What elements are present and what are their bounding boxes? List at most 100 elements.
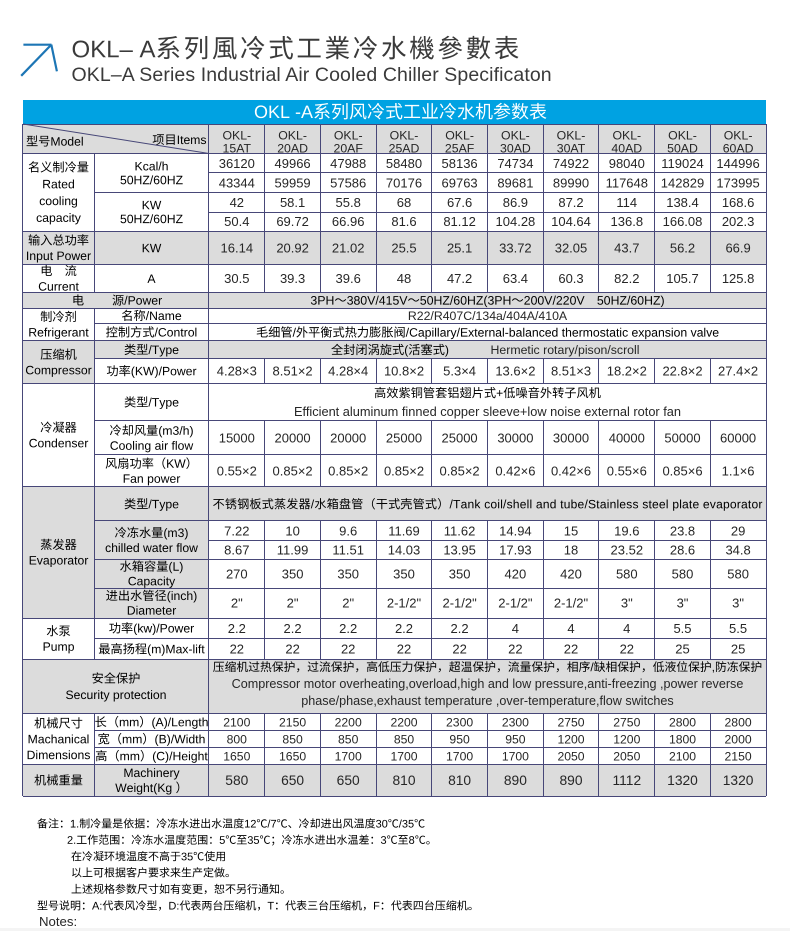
svg-text:10.8×2: 10.8×2 [384,364,424,379]
svg-text:98040: 98040 [609,156,645,171]
svg-text:18.2×2: 18.2×2 [607,364,647,379]
svg-text:19.6: 19.6 [614,523,639,538]
svg-text:1112: 1112 [612,773,641,788]
svg-text:30.5: 30.5 [224,271,249,286]
svg-text:117648: 117648 [606,175,648,190]
svg-text:OKL-: OKL- [445,128,474,142]
svg-text:89990: 89990 [553,175,589,190]
svg-text:580: 580 [616,566,638,581]
svg-text:10: 10 [285,523,299,538]
svg-text:36120: 36120 [219,156,255,171]
svg-text:2-1/2": 2-1/2" [554,596,589,611]
svg-text:14.94: 14.94 [499,523,532,538]
svg-text:11.99: 11.99 [277,543,309,558]
svg-text:2.2: 2.2 [228,621,246,636]
svg-text:50AD: 50AD [667,141,698,155]
svg-text:20000: 20000 [330,431,366,446]
svg-text:173995: 173995 [716,175,759,190]
svg-text:2100: 2100 [669,749,696,763]
svg-text:57586: 57586 [330,175,366,190]
svg-text:20AD: 20AD [277,141,308,155]
svg-text:86.9: 86.9 [503,195,528,210]
svg-text:33.72: 33.72 [499,241,532,256]
svg-text:40000: 40000 [609,431,645,446]
svg-text:8.67: 8.67 [224,543,249,558]
svg-text:350: 350 [393,566,415,581]
svg-text:2.2: 2.2 [339,621,357,636]
svg-text:74734: 74734 [497,156,533,171]
svg-text:8.51×2: 8.51×2 [273,364,313,379]
svg-text:22: 22 [564,642,578,657]
svg-text:22: 22 [285,642,299,657]
svg-text:34.8: 34.8 [725,543,750,558]
svg-text:2-1/2": 2-1/2" [498,596,533,611]
svg-text:58136: 58136 [442,156,478,171]
svg-text:800: 800 [227,732,248,746]
svg-text:580: 580 [672,566,694,581]
svg-text:1650: 1650 [223,749,250,763]
svg-text:420: 420 [505,566,527,581]
svg-text:30000: 30000 [497,431,533,446]
svg-text:Efficient aluminum finned copp: Efficient aluminum finned copper sleeve+… [294,404,681,419]
svg-text:1320: 1320 [667,773,698,788]
svg-text:39.3: 39.3 [280,271,305,286]
svg-text:23.8: 23.8 [670,523,695,538]
svg-text:7.22: 7.22 [224,523,249,538]
svg-text:3": 3" [621,596,633,611]
svg-text:2-1/2": 2-1/2" [387,596,422,611]
svg-text:0.85×2: 0.85×2 [384,464,424,479]
svg-text:0.85×2: 0.85×2 [440,464,480,479]
svg-text:58.1: 58.1 [280,195,305,210]
svg-text:16.14: 16.14 [221,241,254,256]
svg-text:68: 68 [397,195,411,210]
svg-text:2150: 2150 [725,749,752,763]
svg-text:13.6×2: 13.6×2 [495,364,535,379]
svg-text:850: 850 [282,732,303,746]
svg-text:59959: 59959 [275,175,311,190]
svg-text:11.69: 11.69 [388,523,420,538]
svg-text:15000: 15000 [219,431,255,446]
svg-text:67.6: 67.6 [447,195,472,210]
svg-text:43.7: 43.7 [614,241,639,256]
svg-text:2300: 2300 [502,715,529,729]
svg-text:2": 2" [342,596,354,611]
svg-text:105.7: 105.7 [666,271,699,286]
svg-text:OKL-: OKL- [334,128,363,142]
svg-text:81.6: 81.6 [391,214,416,229]
svg-text:50000: 50000 [664,431,700,446]
svg-text:OKL-: OKL- [278,128,307,142]
svg-text:23.52: 23.52 [611,543,644,558]
svg-text:0.55×6: 0.55×6 [607,464,647,479]
svg-text:21.02: 21.02 [332,241,365,256]
svg-text:168.6: 168.6 [722,195,755,210]
svg-text:25AF: 25AF [445,141,475,155]
svg-text:350: 350 [449,566,471,581]
svg-text:166.08: 166.08 [663,214,703,229]
svg-text:22: 22 [397,642,411,657]
svg-text:56.2: 56.2 [670,241,695,256]
svg-text:810: 810 [392,773,415,788]
svg-text:50.4: 50.4 [224,214,249,229]
svg-text:5.5: 5.5 [673,621,691,636]
svg-text:27.4×2: 27.4×2 [718,364,758,379]
svg-text:15: 15 [564,523,578,538]
svg-text:48: 48 [397,271,411,286]
svg-text:850: 850 [394,732,415,746]
svg-text:4.28×4: 4.28×4 [328,364,368,379]
svg-text:22: 22 [341,642,355,657]
svg-text:30AD: 30AD [500,141,531,155]
svg-text:Hermetic rotary/pison/scroll: Hermetic rotary/pison/scroll [491,343,640,357]
svg-text:OKL-: OKL- [612,128,641,142]
svg-text:1320: 1320 [723,773,754,788]
svg-text:136.8: 136.8 [611,214,644,229]
svg-text:2.2: 2.2 [284,621,302,636]
svg-text:OKL-: OKL- [557,128,586,142]
svg-text:OKL-: OKL- [222,128,251,142]
svg-text:phase/phase,exhaust temperatur: phase/phase,exhaust temperature ,over-te… [301,694,673,708]
svg-text:4: 4 [623,621,630,636]
svg-text:1700: 1700 [335,749,362,763]
svg-text:144996: 144996 [716,156,759,171]
svg-text:104.28: 104.28 [496,214,536,229]
svg-text:30000: 30000 [553,431,589,446]
svg-text:420: 420 [560,566,582,581]
